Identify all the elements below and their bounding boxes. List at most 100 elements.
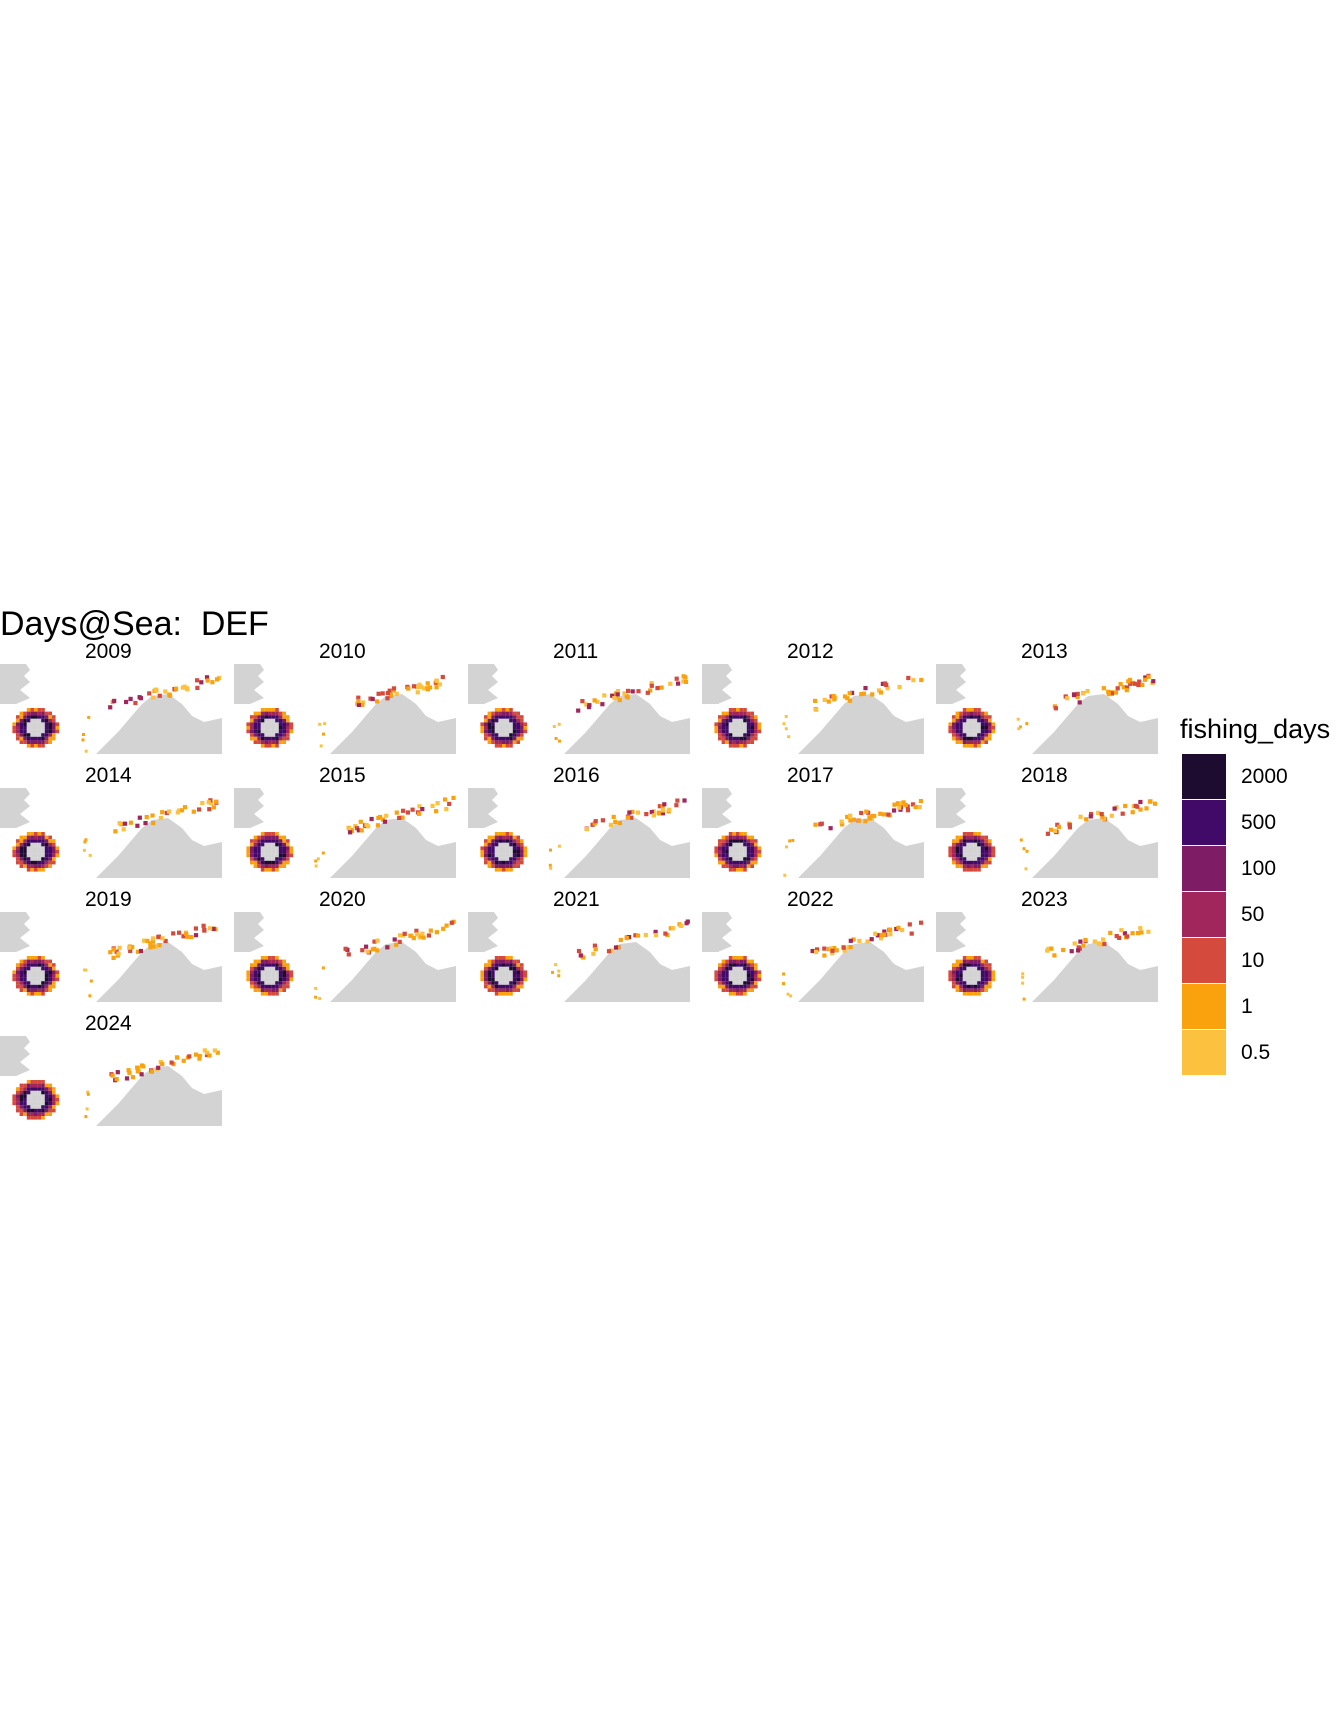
effort-cell — [44, 835, 49, 840]
effort-cell — [498, 729, 502, 734]
effort-cell — [37, 1116, 42, 1120]
effort-cell — [520, 977, 524, 982]
effort-cell — [278, 736, 283, 741]
effort-cell — [491, 963, 495, 967]
effort-cell — [494, 715, 499, 719]
effort-cell — [52, 736, 56, 741]
effort-cell — [725, 966, 729, 971]
effort-cell — [487, 857, 492, 861]
effort-cell — [208, 801, 214, 806]
effort-cell — [253, 733, 258, 737]
effort-cell — [973, 970, 978, 974]
effort-cell — [148, 945, 153, 950]
effort-cell — [498, 736, 502, 741]
effort-cell — [278, 853, 283, 858]
effort-cell — [973, 722, 978, 726]
effort-cell — [509, 977, 513, 982]
effort-cell — [434, 678, 439, 683]
effort-cell — [16, 1090, 20, 1095]
facet-label: 2021 — [553, 888, 600, 911]
effort-cell — [1046, 946, 1051, 951]
effort-cell — [26, 718, 31, 723]
effort-cell — [725, 835, 729, 840]
effort-cell — [988, 857, 992, 861]
effort-cell — [732, 970, 736, 974]
effort-cell — [278, 977, 283, 982]
effort-cell — [746, 740, 751, 744]
effort-cell — [502, 722, 506, 726]
effort-cell — [487, 740, 492, 744]
effort-cell — [271, 963, 276, 967]
effort-cell — [108, 950, 113, 955]
effort-cell — [683, 679, 689, 684]
effort-cell — [16, 839, 20, 843]
effort-cell — [595, 699, 600, 704]
effort-cell — [980, 857, 985, 861]
effort-cell — [257, 715, 261, 719]
effort-cell — [41, 715, 45, 719]
effort-cell — [606, 949, 612, 954]
effort-cell — [952, 984, 956, 989]
effort-cell — [732, 729, 736, 734]
effort-cell — [260, 711, 265, 716]
effort-cell — [509, 857, 513, 861]
effort-cell — [746, 860, 751, 865]
effort-cell — [498, 981, 502, 985]
effort-cell — [977, 736, 981, 741]
effort-cell — [743, 835, 747, 840]
effort-cell — [609, 948, 614, 953]
effort-cell — [875, 933, 880, 938]
effort-cell — [966, 846, 970, 850]
effort-cell — [656, 811, 662, 816]
effort-cell — [44, 1090, 49, 1095]
effort-cell — [275, 966, 279, 971]
effort-cell — [44, 715, 49, 719]
effort-cell — [721, 963, 726, 967]
effort-cell — [246, 853, 250, 858]
effort-cell — [275, 729, 279, 734]
effort-cell — [977, 988, 981, 992]
effort-cell — [41, 835, 45, 840]
effort-cell — [505, 963, 510, 967]
effort-cell — [718, 842, 722, 847]
effort-cell — [714, 726, 718, 730]
effort-cell — [275, 853, 279, 858]
effort-cell — [991, 722, 996, 726]
effort-cell — [523, 729, 528, 734]
effort-cell — [275, 718, 279, 723]
effort-cell — [736, 970, 740, 974]
effort-cell — [966, 835, 970, 840]
effort-cell — [154, 688, 159, 693]
effort-cell — [718, 839, 722, 843]
effort-cell — [552, 725, 556, 728]
effort-cell — [966, 740, 970, 744]
effort-cell — [417, 811, 422, 816]
effort-cell — [980, 711, 985, 716]
effort-cell — [397, 933, 403, 938]
effort-cell — [494, 966, 499, 971]
effort-cell — [728, 853, 733, 858]
effort-cell — [268, 736, 272, 741]
effort-cell — [502, 853, 506, 858]
effort-cell — [750, 850, 754, 854]
effort-cell — [746, 729, 751, 734]
effort-cell — [502, 740, 506, 744]
effort-cell — [268, 959, 272, 964]
effort-cell — [19, 715, 24, 719]
effort-cell — [271, 970, 276, 974]
effort-cell — [30, 1094, 34, 1098]
effort-cell — [966, 984, 970, 989]
effort-cell — [268, 832, 272, 836]
effort-cell — [959, 988, 963, 992]
effort-cell — [948, 970, 952, 974]
effort-cell — [19, 740, 24, 744]
effort-cell — [973, 839, 978, 843]
effort-cell — [952, 963, 956, 967]
effort-cell — [822, 953, 827, 958]
effort-cell — [197, 807, 202, 812]
effort-cell — [30, 835, 34, 840]
effort-cell — [34, 1116, 38, 1120]
effort-cell — [819, 821, 824, 826]
effort-cell — [736, 868, 740, 872]
effort-cell — [970, 992, 974, 996]
